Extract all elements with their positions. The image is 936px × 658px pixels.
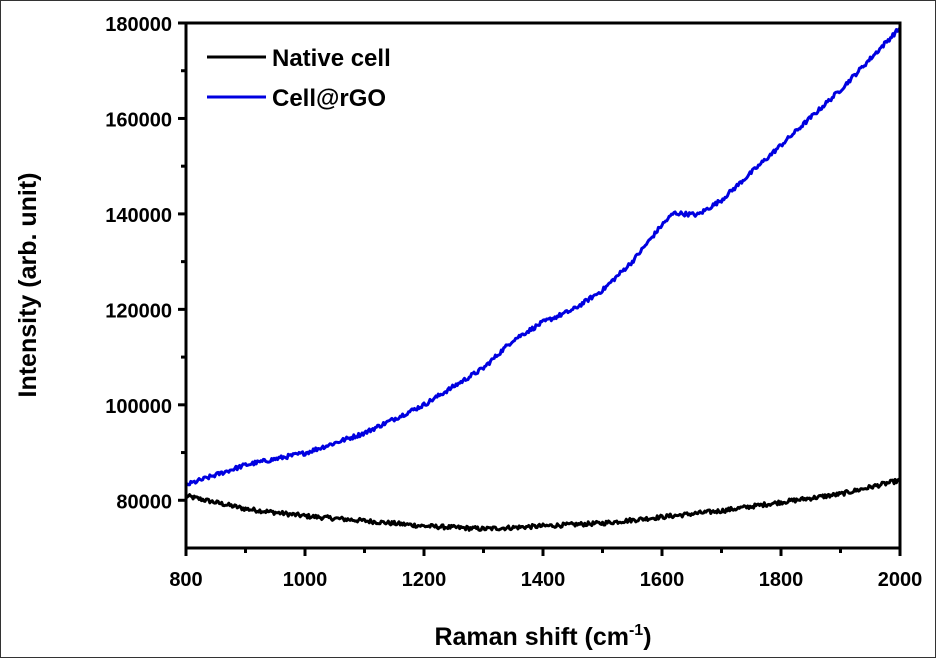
x-tick-label: 1600 — [640, 569, 685, 591]
series-line-cell-rgo — [185, 26, 902, 487]
x-tick-label: 1200 — [402, 569, 447, 591]
y-tick-label: 120000 — [105, 300, 172, 322]
y-tick-label: 160000 — [105, 109, 172, 131]
legend: Native cell Cell@rGO — [207, 45, 391, 112]
x-tick-label: 2000 — [878, 569, 923, 591]
y-tick-label: 140000 — [105, 205, 172, 227]
y-tick-label: 100000 — [105, 396, 172, 418]
x-tick-label: 800 — [169, 569, 202, 591]
series-line-native-cell — [184, 477, 901, 532]
ticks-layer: 800 1000 1200 1400 1600 1800 2000 80000 100000 12… — [105, 14, 922, 591]
y-axis-title: Intensity (arb. unit) — [14, 173, 42, 398]
x-tick-label: 1000 — [283, 569, 328, 591]
y-tick-label: 80000 — [116, 491, 172, 513]
legend-label-native-cell: Native cell — [272, 45, 391, 72]
x-axis-title-text: Raman shift (cm — [434, 623, 628, 651]
x-axis-title: Raman shift (cm-1) — [434, 622, 651, 651]
x-tick-label: 1800 — [759, 569, 804, 591]
x-axis-title-superscript: -1 — [629, 622, 643, 639]
legend-label-cell-rgo: Cell@rGO — [272, 85, 386, 112]
x-axis-title-end: ) — [643, 623, 651, 651]
x-tick-label: 1400 — [521, 569, 566, 591]
y-tick-label: 180000 — [105, 14, 172, 36]
series-layer — [184, 26, 902, 532]
